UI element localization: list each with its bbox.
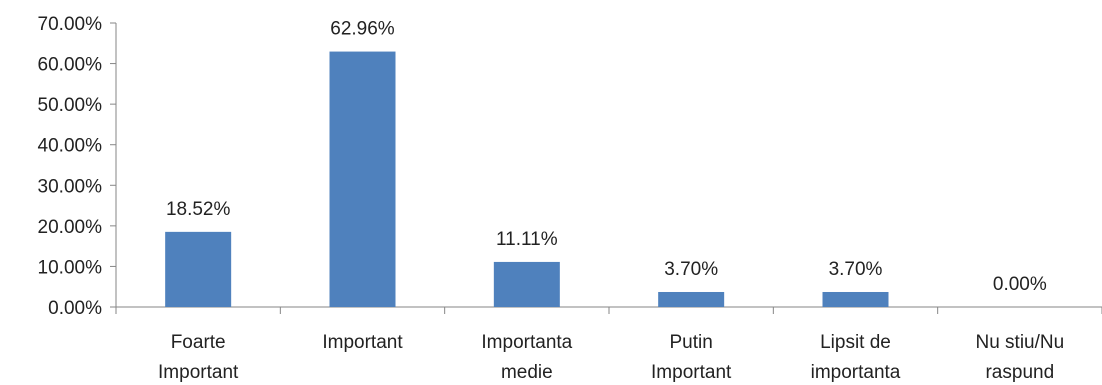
x-category-label: importanta xyxy=(811,362,901,383)
bar xyxy=(822,291,889,307)
x-category-label: Important xyxy=(322,332,403,353)
x-category-label: Important xyxy=(651,362,732,383)
x-category-label: raspund xyxy=(985,362,1054,383)
y-tick-label: 40.00% xyxy=(38,136,103,157)
y-tick-label: 0.00% xyxy=(48,298,102,319)
data-label: 11.11% xyxy=(496,229,558,250)
y-tick-label: 30.00% xyxy=(38,176,103,197)
data-label: 0.00% xyxy=(993,274,1047,295)
bar xyxy=(658,291,725,307)
x-category-label: Importanta xyxy=(481,332,572,353)
chart-bars xyxy=(165,51,889,307)
x-category-label: Putin xyxy=(670,332,713,353)
x-category-label: Nu stiu/Nu xyxy=(975,332,1064,353)
y-tick-label: 70.00% xyxy=(38,14,103,35)
bar xyxy=(493,261,560,307)
y-tick-label: 20.00% xyxy=(38,217,103,238)
data-label: 18.52% xyxy=(166,199,231,220)
chart-axes xyxy=(110,22,1102,314)
x-category-label: Lipsit de xyxy=(820,332,891,353)
x-category-label: Important xyxy=(158,362,239,383)
x-category-label: medie xyxy=(501,362,553,383)
y-tick-label: 50.00% xyxy=(38,95,103,116)
bar xyxy=(329,51,396,307)
data-label: 3.70% xyxy=(829,259,883,280)
y-tick-label: 10.00% xyxy=(38,257,103,278)
y-tick-label: 60.00% xyxy=(38,55,103,76)
data-label: 62.96% xyxy=(330,19,395,40)
data-label: 3.70% xyxy=(664,259,718,280)
bar xyxy=(165,231,232,307)
chart-labels: 0.00% 10.00% 20.00% 30.00% 40.00% 50.00% 60.00… xyxy=(38,14,1065,383)
x-category-label: Foarte xyxy=(171,332,226,353)
